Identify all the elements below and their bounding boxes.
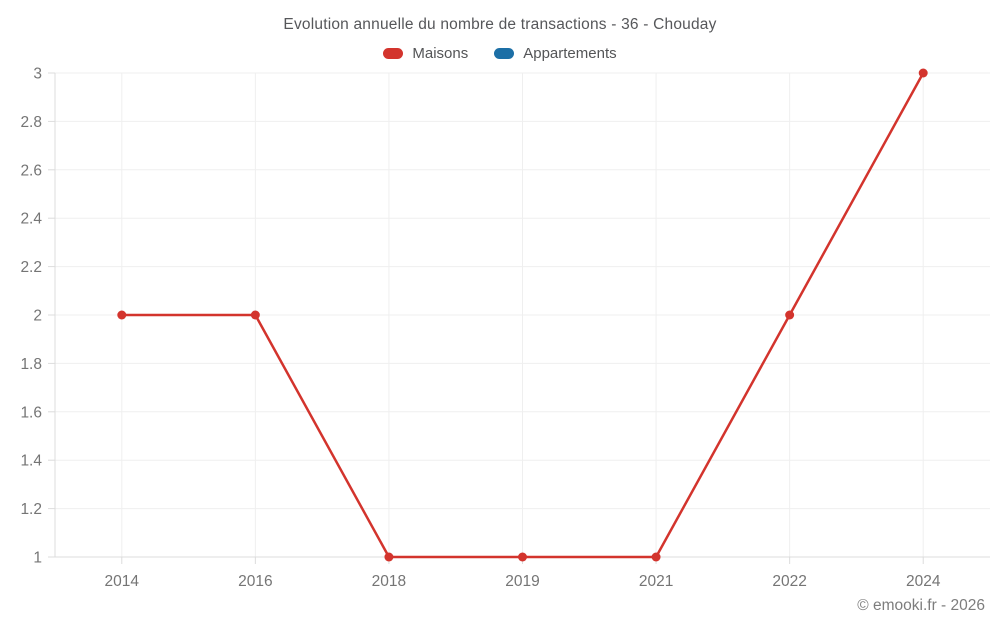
x-axis-tick-label: 2024	[906, 573, 941, 590]
legend-label: Appartements	[523, 45, 617, 62]
x-axis-tick-label: 2014	[105, 573, 140, 590]
y-axis-tick-label: 2.4	[20, 211, 42, 228]
y-axis-tick-label: 2.6	[20, 162, 42, 179]
data-point-maisons-2021[interactable]	[651, 552, 661, 562]
y-axis-tick-label: 1.2	[20, 501, 42, 518]
legend-item-appartements[interactable]: Appartements	[494, 45, 617, 62]
data-point-maisons-2019[interactable]	[518, 552, 527, 562]
chart-legend: Maisons Appartements	[0, 45, 1000, 62]
x-axis-tick-label: 2021	[639, 573, 673, 590]
x-axis-tick-label: 2018	[372, 573, 406, 590]
x-axis-tick-label: 2016	[238, 573, 272, 590]
y-axis-tick-label: 2.8	[20, 114, 42, 131]
legend-swatch-icon	[383, 48, 404, 59]
y-axis-tick-label: 1	[33, 550, 42, 567]
y-axis-tick-label: 2	[33, 308, 42, 325]
y-axis-tick-label: 3	[33, 66, 42, 83]
chart-title: Evolution annuelle du nombre de transact…	[283, 16, 717, 33]
data-point-maisons-2018[interactable]	[384, 552, 394, 562]
legend-label: Maisons	[412, 45, 469, 62]
y-axis-tick-label: 1.6	[20, 404, 42, 421]
data-point-maisons-2022[interactable]	[785, 310, 795, 320]
y-axis-tick-label: 1.4	[20, 453, 42, 470]
y-axis-tick-label: 2.2	[20, 259, 42, 276]
x-axis-tick-label: 2022	[772, 573, 806, 590]
copyright-text: © emooki.fr - 2026	[857, 597, 985, 614]
data-point-maisons-2024[interactable]	[918, 68, 928, 78]
data-point-maisons-2016[interactable]	[250, 310, 260, 320]
legend-swatch-icon	[494, 48, 515, 59]
x-axis-tick-label: 2019	[505, 573, 539, 590]
y-axis-tick-label: 1.8	[20, 356, 42, 373]
data-point-maisons-2014[interactable]	[117, 310, 127, 320]
legend-item-maisons[interactable]: Maisons	[383, 45, 468, 62]
